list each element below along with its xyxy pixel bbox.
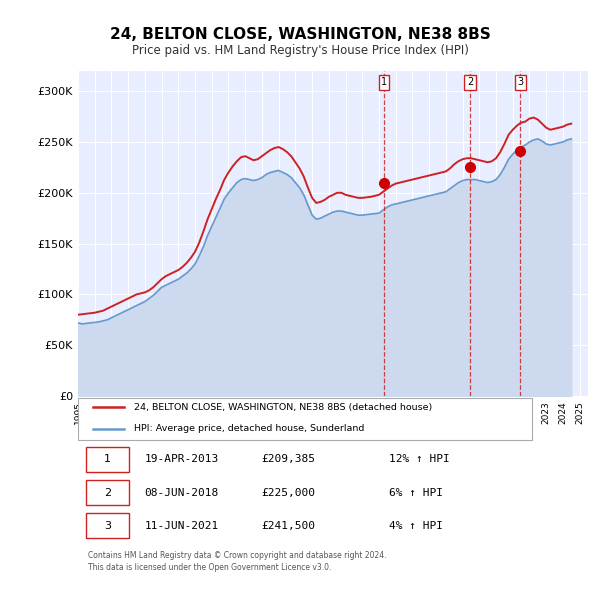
Text: 24, BELTON CLOSE, WASHINGTON, NE38 8BS: 24, BELTON CLOSE, WASHINGTON, NE38 8BS: [110, 27, 490, 41]
Text: 1: 1: [381, 77, 387, 87]
Text: 19-APR-2013: 19-APR-2013: [145, 454, 218, 464]
Text: Price paid vs. HM Land Registry's House Price Index (HPI): Price paid vs. HM Land Registry's House …: [131, 44, 469, 57]
Text: £209,385: £209,385: [262, 454, 316, 464]
Text: £241,500: £241,500: [262, 521, 316, 531]
Text: 4% ↑ HPI: 4% ↑ HPI: [389, 521, 443, 531]
Text: 3: 3: [104, 521, 111, 531]
Text: 2: 2: [467, 77, 473, 87]
FancyBboxPatch shape: [86, 447, 129, 472]
Text: Contains HM Land Registry data © Crown copyright and database right 2024.
This d: Contains HM Land Registry data © Crown c…: [88, 550, 387, 572]
Text: £225,000: £225,000: [262, 487, 316, 497]
Text: 3: 3: [517, 77, 523, 87]
Text: 24, BELTON CLOSE, WASHINGTON, NE38 8BS (detached house): 24, BELTON CLOSE, WASHINGTON, NE38 8BS (…: [134, 403, 433, 412]
Text: 1: 1: [104, 454, 111, 464]
Text: 11-JUN-2021: 11-JUN-2021: [145, 521, 218, 531]
Text: 6% ↑ HPI: 6% ↑ HPI: [389, 487, 443, 497]
FancyBboxPatch shape: [78, 398, 532, 440]
Text: 2: 2: [104, 487, 111, 497]
Text: 12% ↑ HPI: 12% ↑ HPI: [389, 454, 450, 464]
Text: 08-JUN-2018: 08-JUN-2018: [145, 487, 218, 497]
FancyBboxPatch shape: [86, 480, 129, 505]
FancyBboxPatch shape: [86, 513, 129, 539]
Text: HPI: Average price, detached house, Sunderland: HPI: Average price, detached house, Sund…: [134, 424, 364, 433]
